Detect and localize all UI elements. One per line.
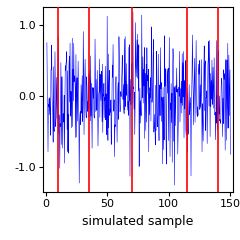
X-axis label: simulated sample: simulated sample	[82, 215, 194, 228]
